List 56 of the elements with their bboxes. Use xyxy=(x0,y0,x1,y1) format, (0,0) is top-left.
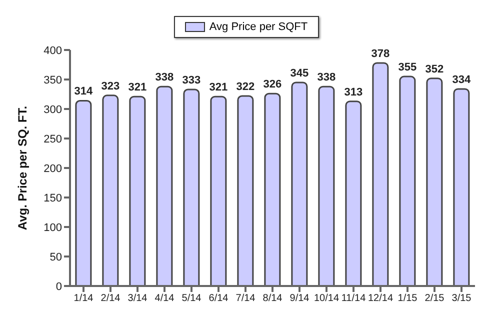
data-label: 314 xyxy=(74,86,94,98)
y-tick-label: 150 xyxy=(44,192,62,204)
y-tick-label: 0 xyxy=(56,280,62,293)
bar xyxy=(426,78,443,286)
data-label: 321 xyxy=(128,82,147,94)
data-label: 313 xyxy=(344,86,363,98)
data-label: 345 xyxy=(290,67,309,80)
bar xyxy=(102,94,119,286)
bar xyxy=(291,82,308,286)
x-tick-label: 5/14 xyxy=(182,293,202,304)
y-tick-label: 300 xyxy=(44,104,62,116)
data-label: 322 xyxy=(236,81,255,94)
data-label: 333 xyxy=(182,74,201,87)
bar xyxy=(453,88,470,286)
y-tick-label: 100 xyxy=(44,222,62,234)
bar xyxy=(129,96,146,286)
y-axis-title: Avg. Price per SQ. FT. xyxy=(15,106,30,230)
legend-label: Avg Price per SQFT xyxy=(208,21,308,33)
bar xyxy=(345,100,362,286)
data-label: 338 xyxy=(317,72,336,84)
y-tick-label: 400 xyxy=(44,44,62,57)
data-label: 323 xyxy=(101,80,120,92)
bar xyxy=(399,76,416,286)
bar xyxy=(264,92,281,286)
y-tick-label: 200 xyxy=(44,162,62,175)
x-tick-label: 6/14 xyxy=(208,293,229,304)
x-tick-label: 3/15 xyxy=(452,293,472,304)
x-tick-label: 2/14 xyxy=(100,293,121,304)
x-tick-label: 12/14 xyxy=(368,293,394,304)
x-tick-label: 8/14 xyxy=(262,293,283,304)
x-tick-label: 4/14 xyxy=(154,293,175,304)
bar xyxy=(372,62,389,286)
x-tick-label: 1/14 xyxy=(74,293,94,304)
x-tick-label: 9/14 xyxy=(290,293,310,304)
y-tick-label: 250 xyxy=(44,133,62,146)
data-label: 334 xyxy=(452,74,472,86)
x-tick-label: 10/14 xyxy=(314,293,340,304)
y-tick-label: 50 xyxy=(50,251,62,264)
x-tick-label: 11/14 xyxy=(341,293,366,304)
x-tick-label: 2/15 xyxy=(424,293,445,304)
data-label: 326 xyxy=(263,78,282,91)
data-label: 355 xyxy=(398,62,417,74)
bar xyxy=(237,95,254,286)
bar xyxy=(210,96,227,286)
data-label: 378 xyxy=(371,48,390,60)
x-tick-label: 7/14 xyxy=(236,293,256,304)
bar xyxy=(75,100,92,286)
data-label: 321 xyxy=(209,82,228,94)
data-label: 338 xyxy=(155,72,174,84)
x-tick-label: 3/14 xyxy=(128,293,148,304)
x-tick-label: 1/15 xyxy=(398,293,418,304)
bar xyxy=(156,86,173,286)
y-tick-label: 350 xyxy=(44,74,62,86)
data-label: 352 xyxy=(425,63,444,76)
bar xyxy=(318,86,335,286)
bar xyxy=(183,88,200,286)
